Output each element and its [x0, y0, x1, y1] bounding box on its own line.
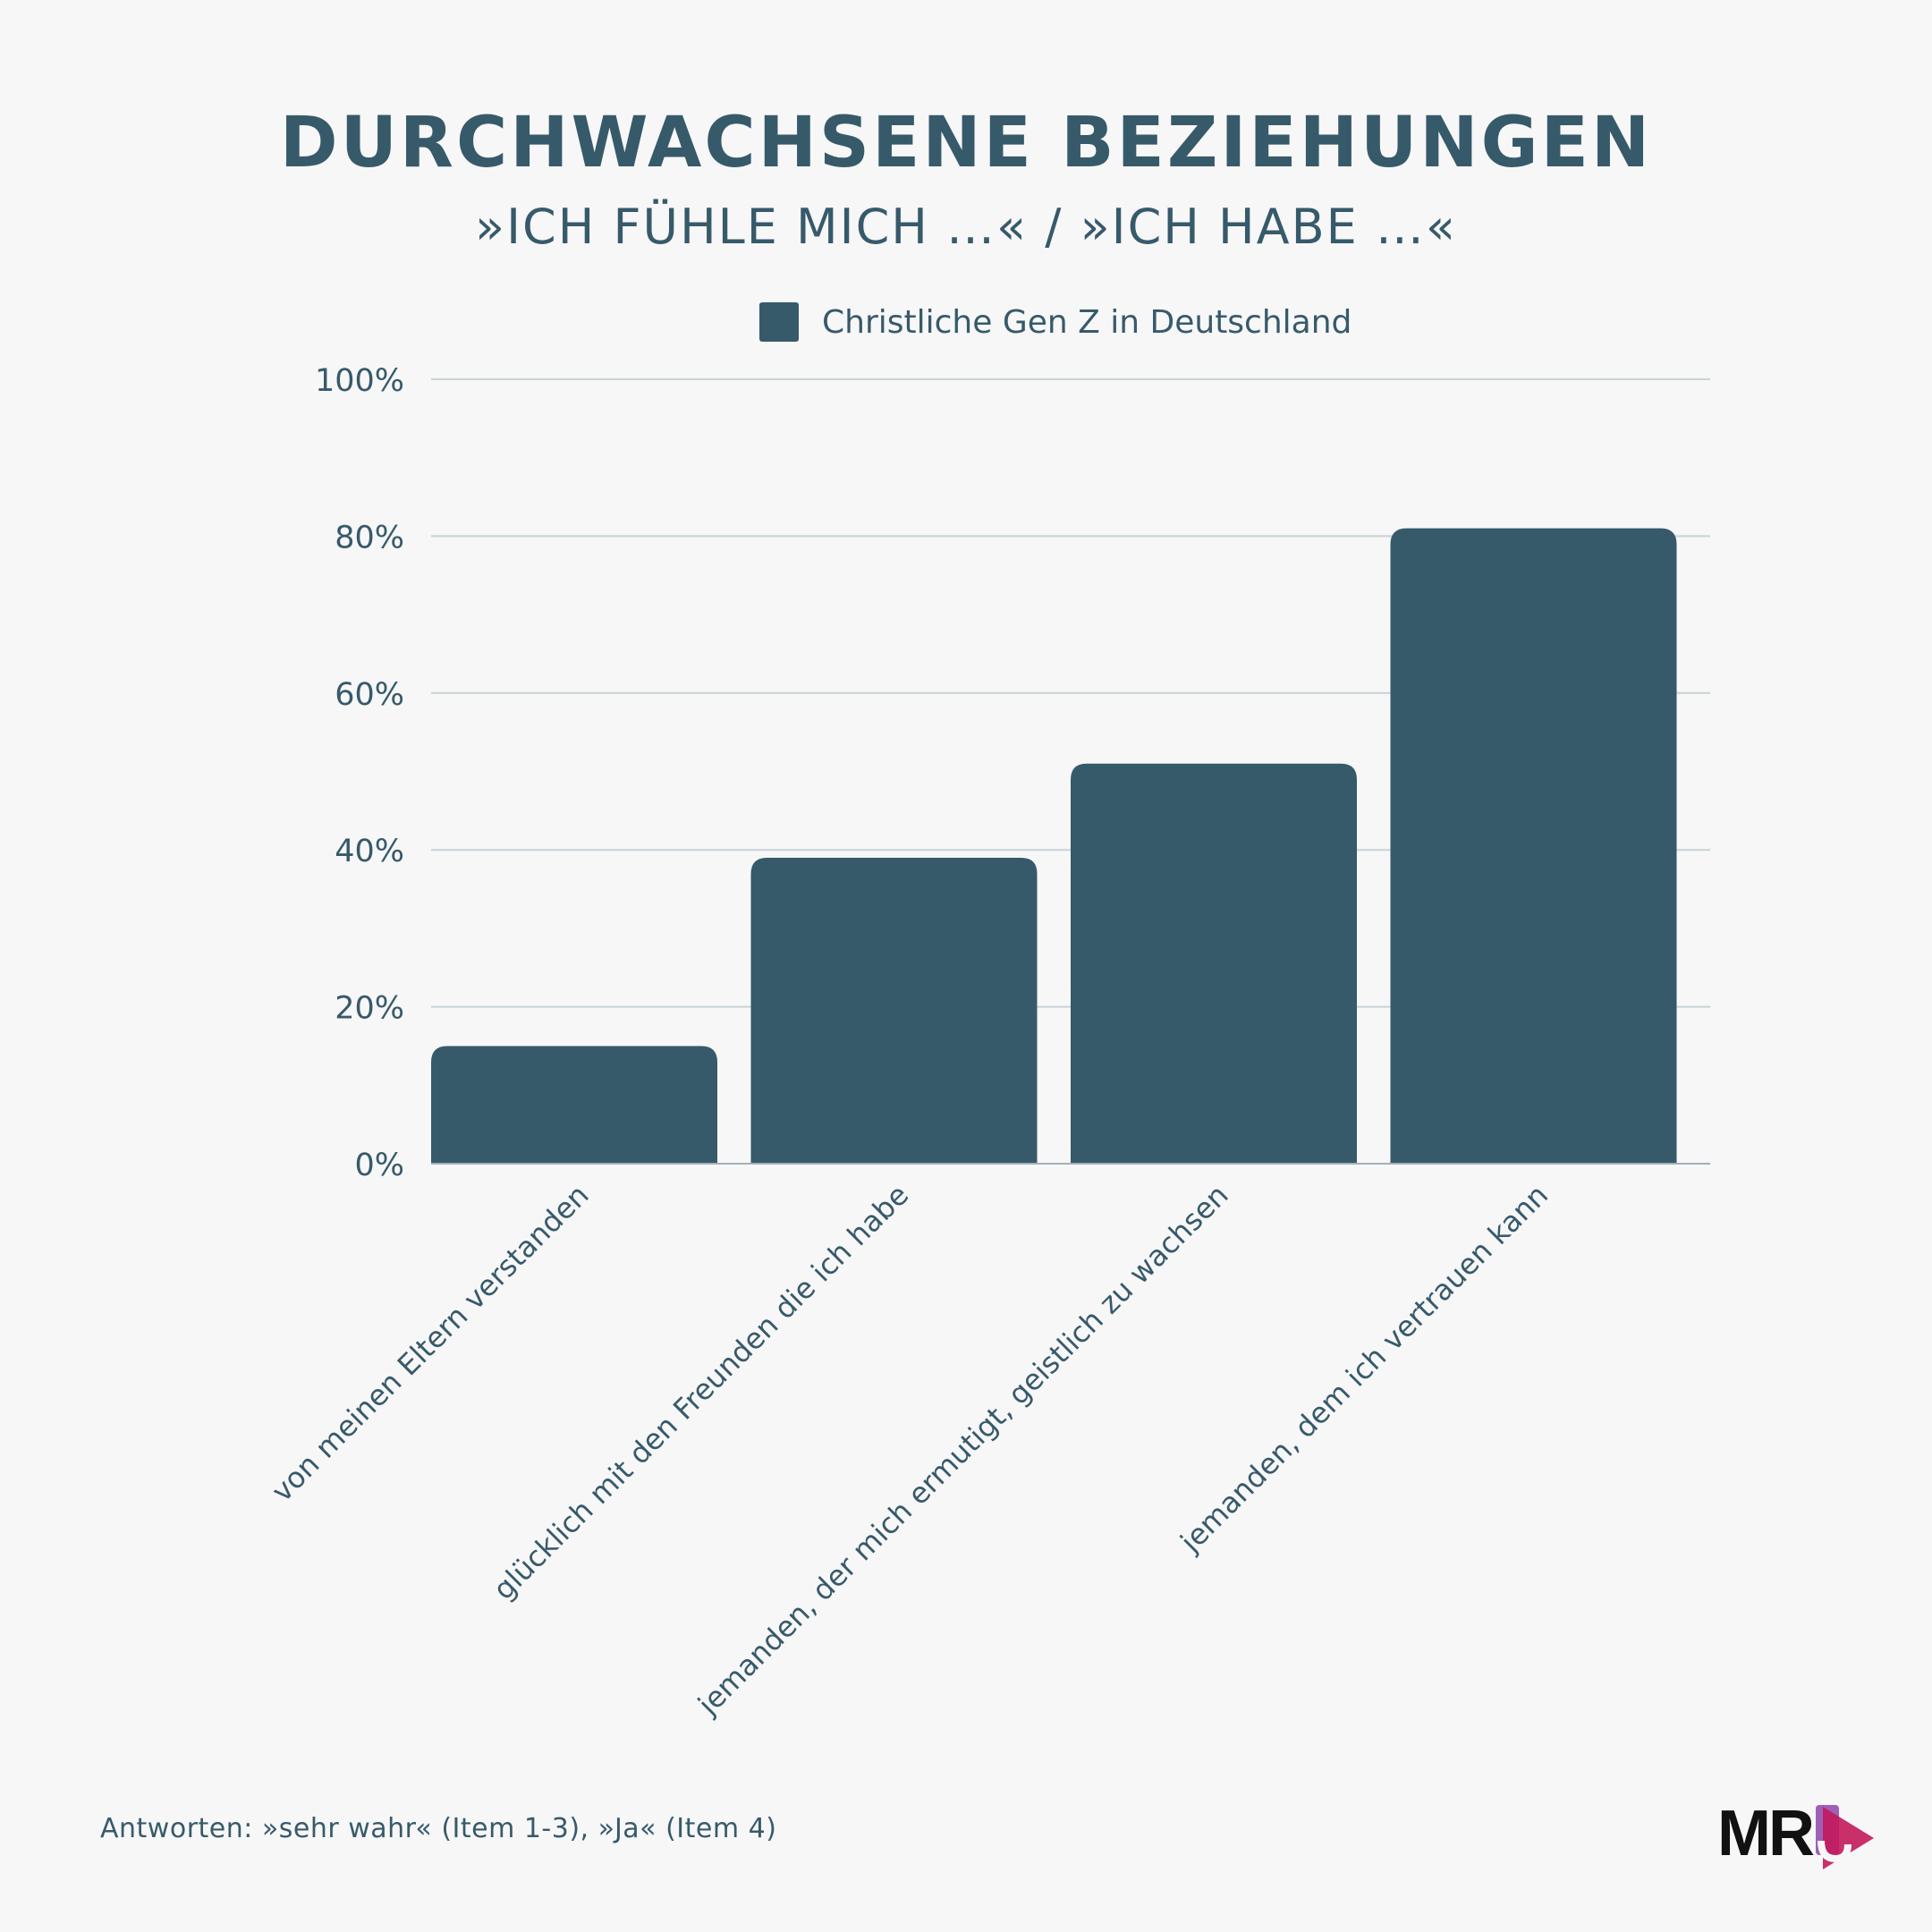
bar [431, 1046, 717, 1164]
y-tick-label: 80% [335, 520, 404, 555]
bar [1071, 763, 1357, 1164]
logo-text: MR [1717, 1798, 1815, 1869]
legend-swatch [759, 302, 799, 342]
legend: Christliche Gen Z in Deutschland [759, 301, 1352, 343]
y-tick-label: 40% [335, 834, 404, 869]
mrj-logo: MR [1717, 1798, 1878, 1869]
bar [750, 857, 1038, 1164]
y-tick-label: 0% [354, 1148, 404, 1183]
chart-title: DURCHWACHSENE BEZIEHUNGEN [279, 103, 1653, 183]
x-tick-label: jemanden, der mich ermutigt, geistlich z… [691, 1178, 1235, 1723]
x-tick-label: von meinen Eltern verstanden [265, 1178, 596, 1509]
x-tick-label: jemanden, dem ich vertrauen kann [1174, 1178, 1555, 1560]
bar [1390, 528, 1677, 1164]
footnote: Antworten: »sehr wahr« (Item 1-3), »Ja« … [100, 1813, 777, 1844]
logo-play-icon [1816, 1805, 1874, 1869]
y-tick-label: 100% [315, 363, 404, 399]
bars [431, 528, 1677, 1164]
y-axis-ticks: 0% 20% 40% 60% 80% 100% [315, 363, 404, 1183]
chart-subtitle: »ICH FÜHLE MICH …« / »ICH HABE …« [475, 199, 1457, 255]
y-tick-label: 20% [335, 991, 404, 1027]
legend-label: Christliche Gen Z in Deutschland [822, 303, 1352, 341]
y-tick-label: 60% [335, 677, 404, 713]
